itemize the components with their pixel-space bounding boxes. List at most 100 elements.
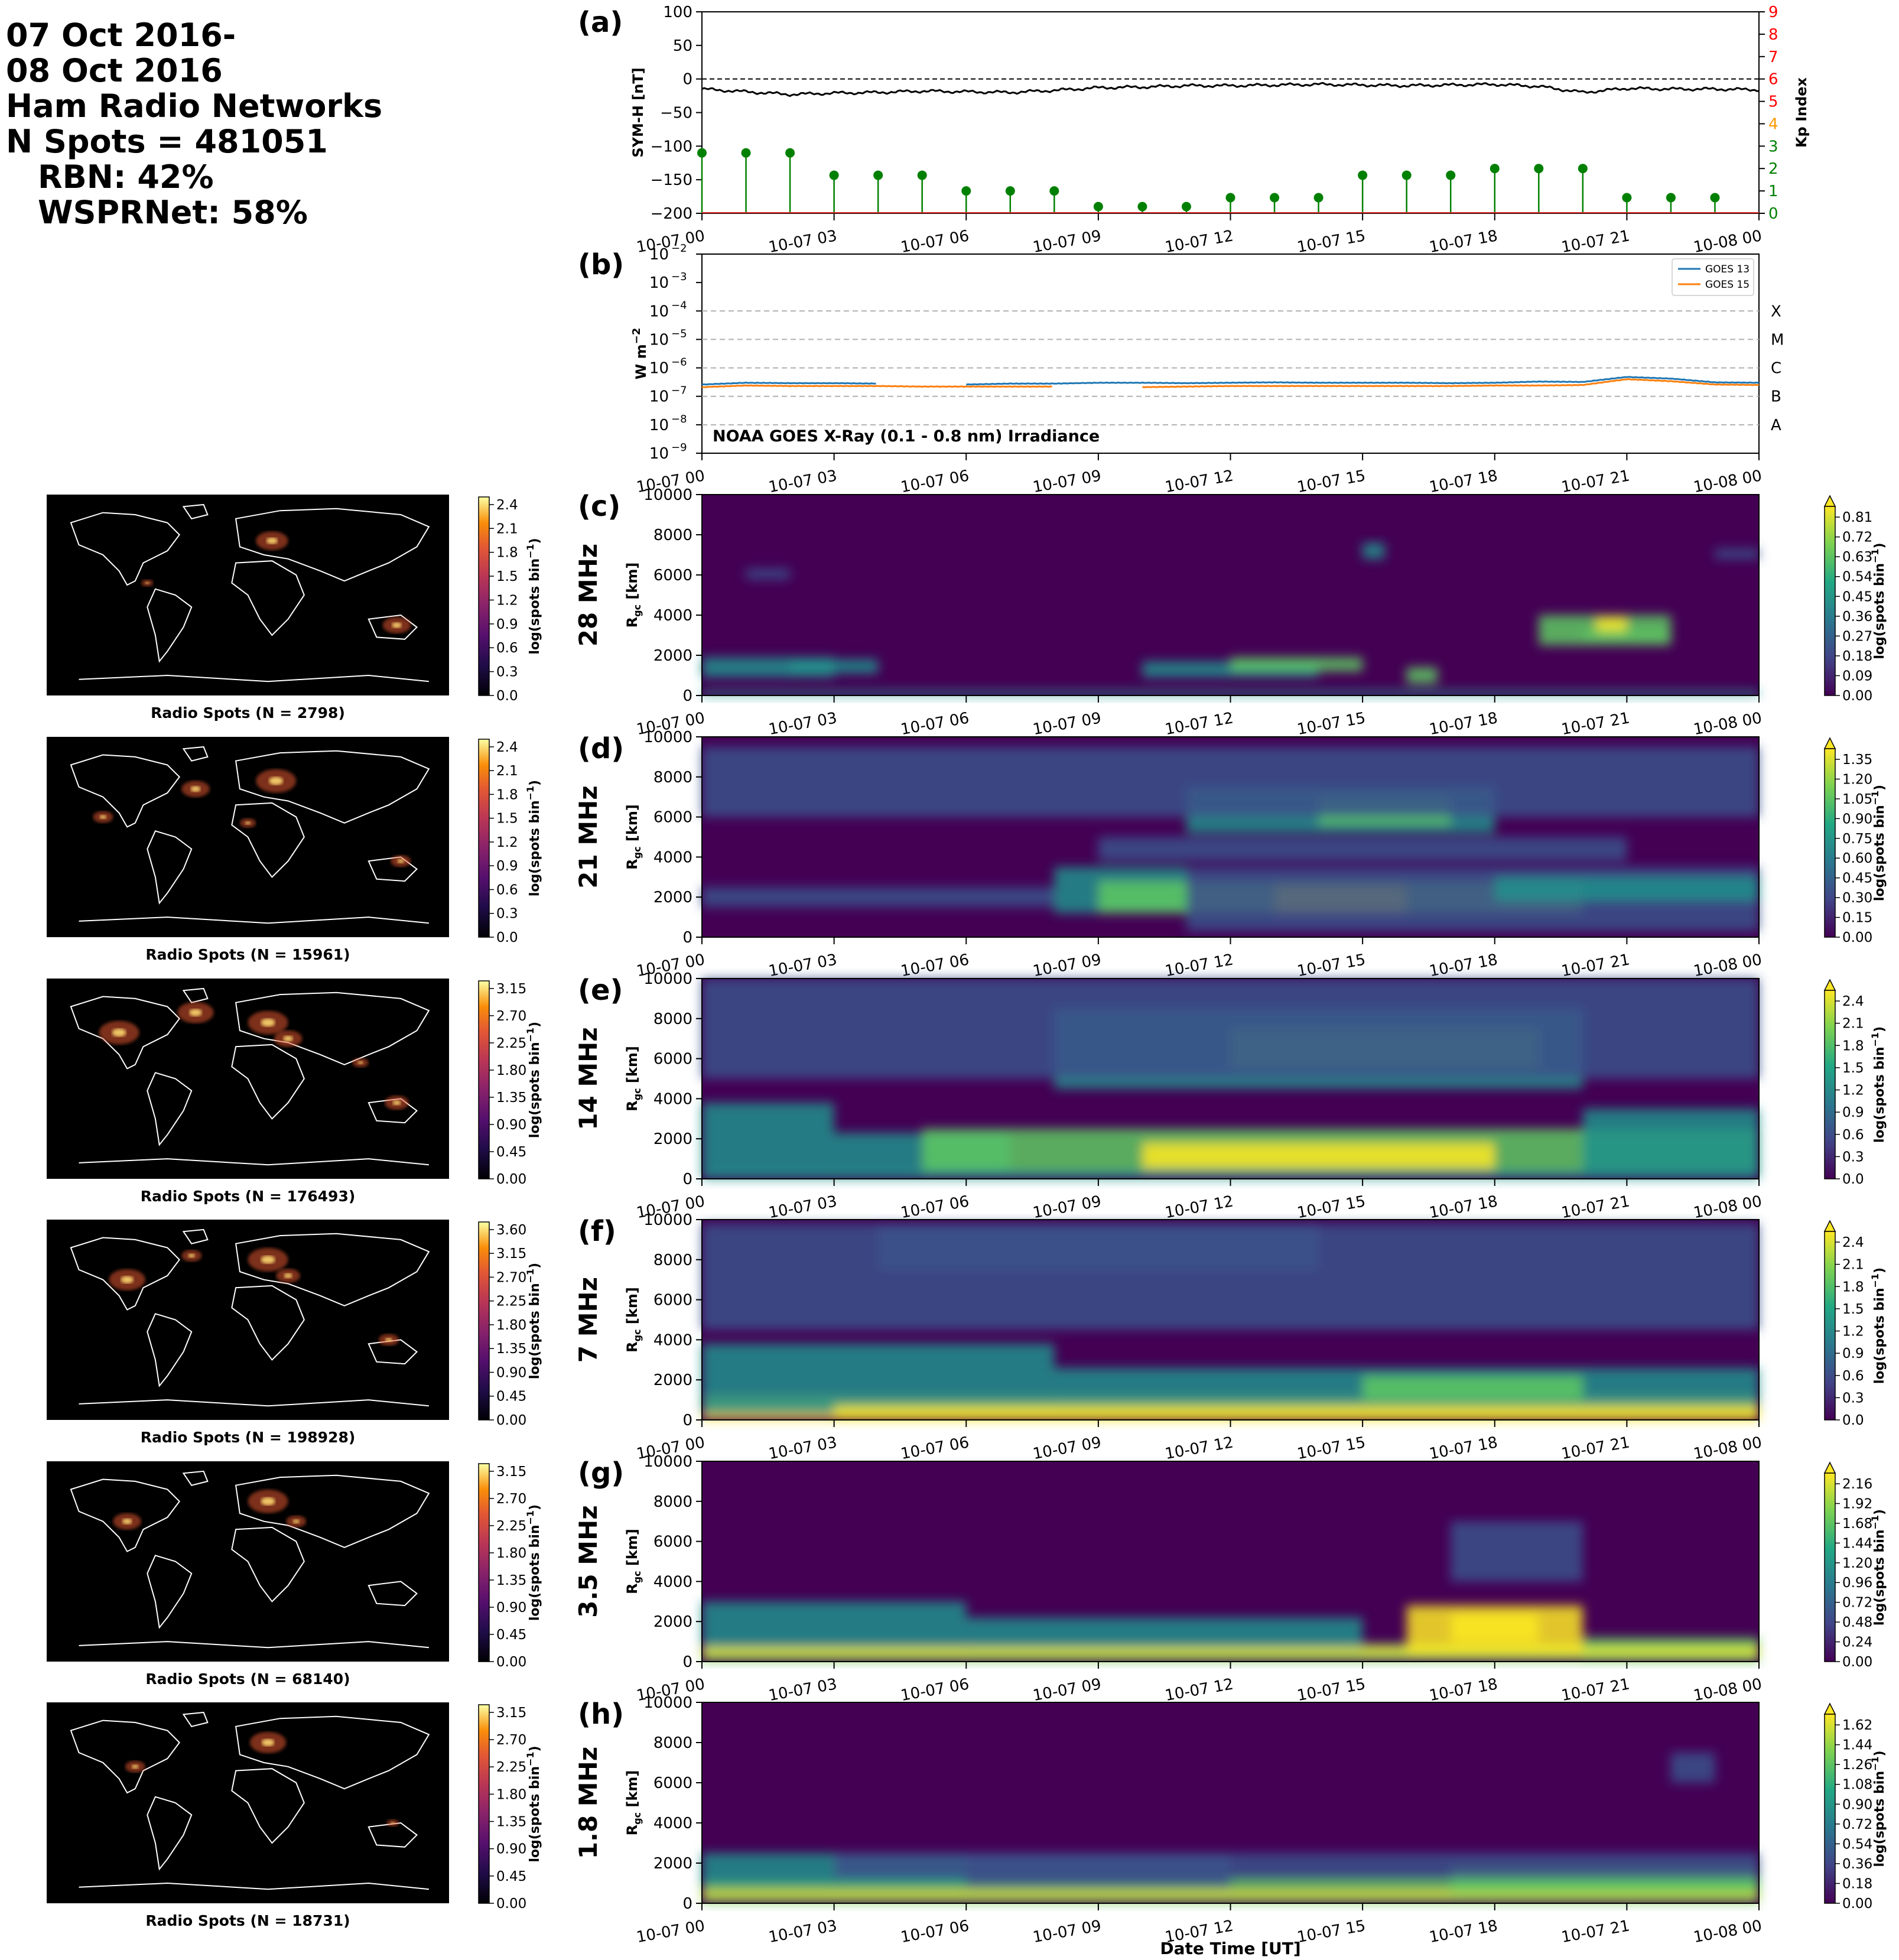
panel-label: (b): [578, 248, 624, 281]
x-tick-label: 10-07 18: [1428, 1917, 1499, 1946]
map-cbar-label: log(spots bin−1): [525, 1263, 542, 1379]
y-tick-label: 2000: [653, 889, 692, 906]
panel-label: (d): [578, 732, 624, 765]
y-tick-label: 6000: [653, 1292, 692, 1309]
rti-cbar-tick-label: 0.6: [1842, 1369, 1864, 1384]
y-axis-label: Rgc [km]: [624, 1046, 643, 1111]
coastline: [70, 754, 181, 828]
map-cbar-tick-label: 1.35: [496, 1573, 526, 1588]
kp-marker: [785, 148, 795, 158]
map-cbar-tick-label: 0.90: [496, 1842, 526, 1857]
heatmap-blobs: [702, 542, 1759, 695]
coastline: [79, 916, 429, 924]
coastline: [368, 614, 418, 640]
kp-marker: [1710, 193, 1720, 203]
spot-core: [392, 622, 402, 628]
heatmap-cell: [1451, 1521, 1583, 1582]
coastline: [182, 1228, 209, 1244]
rti-cbar-tick-label: 0.9: [1842, 1105, 1864, 1120]
kp-marker: [1049, 186, 1059, 196]
map-cbar-tick-label: 1.2: [496, 593, 518, 608]
heatmap-cell: [1451, 1613, 1539, 1642]
rti-cbar-tick-label: 0.0: [1842, 1413, 1864, 1428]
coastline: [70, 1237, 181, 1311]
goes-series-line: [1142, 378, 1759, 389]
y-tick-label: 10: [649, 360, 669, 378]
rti-cbar-tick-label: 0.36: [1842, 1857, 1872, 1872]
x-tick-label: 10-07 21: [1560, 951, 1631, 980]
x-tick-label: 10-07 03: [768, 227, 838, 256]
plot-frame: [701, 253, 1760, 454]
x-axis-label: Date Time [UT]: [1160, 1939, 1300, 1958]
rti-cbar-label: log(spots bin−1): [1869, 785, 1887, 901]
spot-map: [47, 737, 449, 937]
x-tick-label: 10-07 12: [1163, 709, 1234, 739]
coastline: [147, 1313, 193, 1387]
rti-cbar-tick-label: 0.00: [1842, 1655, 1872, 1670]
map-cbar-label: log(spots bin−1): [525, 1022, 542, 1138]
spot-core: [283, 1035, 293, 1042]
flare-class-label: B: [1771, 388, 1781, 406]
spot-core: [391, 1821, 395, 1825]
map-cbar-tick-label: 0.3: [496, 665, 518, 680]
map-cbar-tick-label: 2.70: [496, 1270, 526, 1285]
y-tick-label: 10: [649, 388, 669, 406]
map-cbar-tick-label: 2.70: [496, 1733, 526, 1748]
spot-core: [284, 1273, 292, 1279]
coastline: [182, 503, 209, 519]
x-tick-label: 10-08 00: [1692, 951, 1763, 980]
x-tick-label: 10-07 09: [1032, 1192, 1103, 1222]
map-cbar-tick-label: 1.80: [496, 1063, 526, 1078]
coastline: [231, 1768, 305, 1844]
map-cbar-tick-label: 2.25: [496, 1036, 526, 1051]
spot-map: [47, 1220, 449, 1420]
kp-marker: [741, 148, 751, 158]
x-tick-label: 10-07 21: [1560, 467, 1631, 496]
header-line-6: WSPRNet: 58%: [38, 194, 308, 231]
y-tick-label: 2000: [653, 647, 692, 665]
x-tick-label: 10-07 18: [1428, 467, 1499, 496]
x-tick-label: 10-07 00: [635, 1917, 706, 1946]
kp-marker: [1402, 170, 1412, 180]
kp-marker: [1225, 193, 1235, 203]
heatmap-cell: [1582, 631, 1671, 639]
y-axis-label: W m−2: [630, 328, 649, 379]
band-row-21-MHz: Radio Spots (N = 15961) 0.0 0.3 0.6 0.9 1.2 1.…: [47, 729, 1887, 980]
rti-cbar-tick-label: 0.60: [1842, 851, 1872, 866]
y-tick-label: 10: [649, 246, 669, 264]
header-line-3: Ham Radio Networks: [6, 87, 383, 125]
map-cbar-tick-label: 0.90: [496, 1365, 526, 1380]
header-line-5: RBN: 42%: [38, 158, 214, 196]
rti-cbar-tick-label: 0.90: [1842, 1797, 1872, 1812]
map-cbar-label: log(spots bin−1): [525, 538, 542, 654]
coastline: [70, 1478, 181, 1552]
goes-xray-chart: (b) 10−210−310−410−510−610−710−810 −9XMCBA…: [578, 242, 1784, 496]
map-cbar-tick-label: 2.70: [496, 1009, 526, 1024]
y-tick-label: 8000: [653, 1252, 692, 1269]
map-cbar-tick-label: 0.0: [496, 688, 518, 704]
coastline: [231, 802, 305, 878]
rti-colorbar: [1824, 1714, 1836, 1904]
coastline: [79, 674, 429, 682]
y-tick-label: 6000: [653, 1051, 692, 1068]
rti-cbar-tick-label: 1.08: [1842, 1777, 1872, 1793]
map-cbar-tick-label: 0.0: [496, 930, 518, 945]
x-tick-label: 10-07 09: [1032, 709, 1103, 739]
band-row-3-5-MHz: Radio Spots (N = 68140) 0.00 0.45 0.90 1.35 1…: [47, 1453, 1887, 1705]
x-tick-label: 10-07 18: [1428, 1434, 1499, 1463]
heatmap-cell: [1670, 1753, 1715, 1783]
rti-cbar-tick-label: 0.24: [1842, 1635, 1872, 1650]
kp-marker: [1270, 193, 1280, 203]
coastline: [70, 512, 181, 586]
map-cbar-tick-label: 1.35: [496, 1341, 526, 1357]
y-tick-label: 8000: [653, 1493, 692, 1511]
spot-core: [189, 1009, 202, 1016]
map-cbar-tick-label: 1.35: [496, 1090, 526, 1106]
map-caption: Radio Spots (N = 176493): [141, 1188, 356, 1205]
coastline: [79, 1399, 429, 1407]
heatmap-cell: [1363, 542, 1385, 559]
band-row-7-MHz: Radio Spots (N = 198928)0.000.450.901.35…: [47, 1211, 1887, 1463]
x-tick-label: 10-07 12: [1163, 1192, 1234, 1222]
x-tick-label: 10-07 18: [1428, 709, 1499, 739]
heatmap-cell: [1142, 1142, 1495, 1169]
